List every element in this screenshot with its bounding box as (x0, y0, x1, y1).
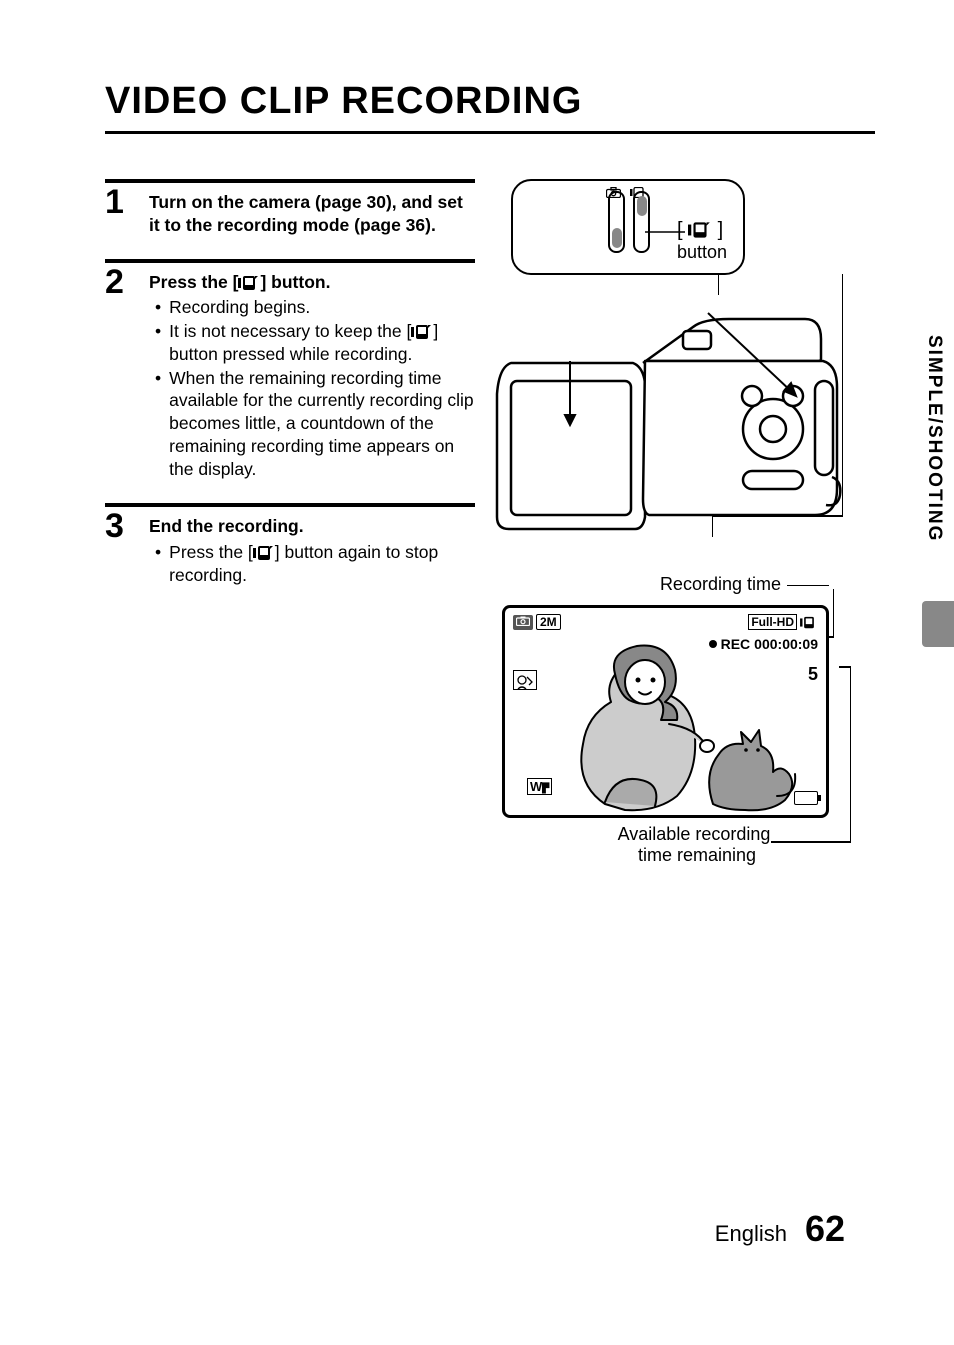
camera-illustration (493, 289, 843, 551)
footer-language: English (715, 1221, 787, 1247)
step-2-heading: Press the [ ] button. (149, 271, 475, 294)
video-icon (253, 545, 275, 561)
leader-line (713, 515, 843, 517)
lcd-scene-illustration (545, 624, 805, 814)
footer-page-number: 62 (805, 1208, 845, 1250)
face-detect-icon (513, 670, 537, 690)
step-2-bullet-2: It is not necessary to keep the [] butto… (169, 320, 475, 366)
video-icon (238, 275, 260, 291)
button-label-text: button (677, 242, 727, 262)
step-1-number: 1 (105, 185, 131, 237)
page-title: VIDEO CLIP RECORDING (105, 80, 875, 134)
step-3-heading: End the recording. (149, 515, 475, 538)
button-label-bracket: [ ] (677, 219, 723, 241)
video-icon (688, 221, 712, 239)
step-3-bullet-1: Press the [] button again to stop record… (169, 541, 475, 587)
leader-line (787, 585, 829, 587)
step-3: 3 End the recording. Press the [] button… (105, 503, 475, 587)
step-2-heading-post: ] button. (260, 272, 330, 292)
sequence-number: 5 (808, 664, 818, 685)
leader-line (718, 273, 720, 295)
steps-column: 1 Turn on the camera (page 30), and set … (105, 179, 475, 866)
lcd-screen: 2M Full-HD REC 000:00:09 5 W▛ (502, 605, 829, 818)
leader-line (842, 274, 844, 516)
step-1-heading: Turn on the camera (page 30), and set it… (149, 191, 475, 237)
step-1: 1 Turn on the camera (page 30), and set … (105, 179, 475, 237)
step-2-heading-pre: Press the [ (149, 272, 238, 292)
step-3-number: 3 (105, 509, 131, 587)
video-icon (411, 324, 433, 340)
label-available-l1: Available recording (618, 824, 771, 844)
step-2-bullet-3: When the remaining recording time availa… (169, 367, 475, 481)
leader-line (850, 666, 852, 842)
leader-line-to-switch (645, 231, 685, 233)
side-tab: SIMPLE/SHOOTING (914, 335, 954, 640)
switch-track-left (608, 191, 625, 253)
leader-line (771, 841, 851, 843)
leader-line (712, 515, 714, 537)
photo-mode-icon (513, 615, 533, 630)
side-thumb-index (922, 601, 954, 647)
side-tab-label: SIMPLE/SHOOTING (923, 335, 945, 542)
label-available-l2: time remaining (638, 845, 756, 865)
figure-column: [ ] button (507, 179, 847, 866)
step-2: 2 Press the [ ] button. Recording begins.… (105, 259, 475, 482)
switch-track-right (633, 191, 650, 253)
label-recording-time: Recording time (660, 574, 781, 594)
leader-line (833, 589, 835, 637)
step-2-bullet-1: Recording begins. (169, 296, 310, 319)
mode-switch-detail: [ ] button (511, 179, 745, 275)
step-2-number: 2 (105, 265, 131, 482)
